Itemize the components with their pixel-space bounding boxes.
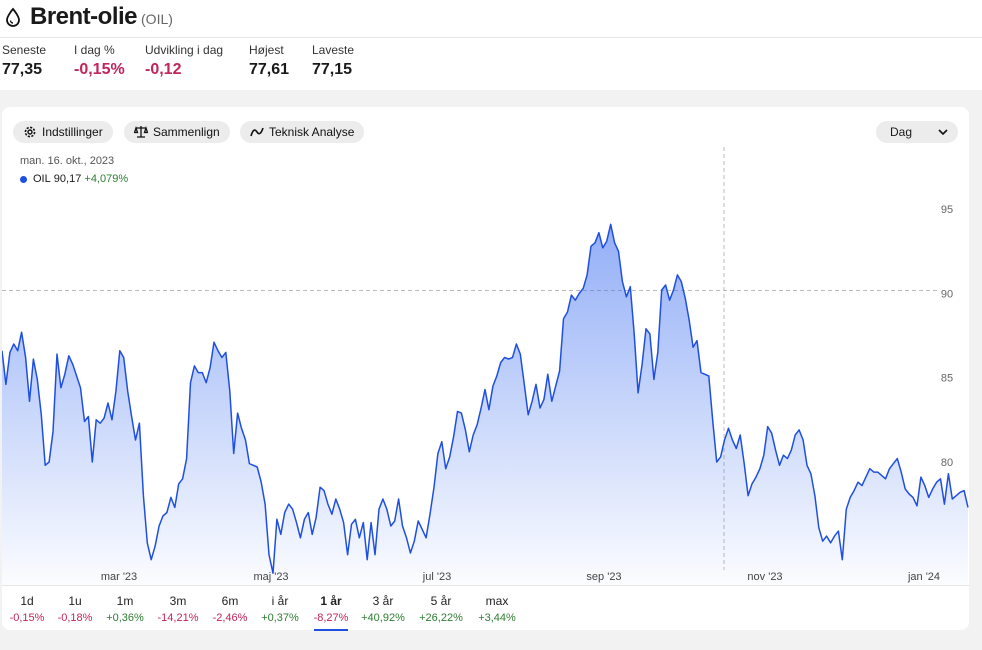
x-tick-label: jan '24 — [907, 571, 940, 583]
x-tick-label: sep '23 — [586, 571, 621, 583]
range-change: +3,44% — [478, 612, 516, 624]
stat-value: -0,15% — [74, 61, 125, 78]
technical-analysis-button[interactable]: Teknisk Analyse — [240, 121, 365, 143]
y-tick-label: 90 — [941, 288, 953, 300]
chart-card: Indstillinger Sammenlign Teknisk Analyse… — [2, 107, 969, 631]
x-tick-label: mar '23 — [101, 571, 137, 583]
range-change: -14,21% — [157, 612, 199, 624]
range-label: 5 år — [430, 594, 452, 608]
instrument-header: Brent-olie (OIL) Seneste 77,35 I dag % -… — [0, 0, 982, 90]
stat-value: 77,35 — [2, 61, 43, 78]
x-tick-label: maj '23 — [253, 571, 288, 583]
range-label: 1u — [68, 594, 82, 608]
stat-value: 77,61 — [249, 61, 290, 78]
y-tick-label: 95 — [941, 204, 953, 216]
range-label: 1d — [20, 594, 34, 608]
ticker-symbol: (OIL) — [141, 11, 173, 27]
range-i-år[interactable]: i år +0,37% — [255, 594, 305, 624]
interval-label: Dag — [890, 125, 913, 139]
range-change: +40,92% — [361, 612, 405, 624]
range-change: +26,22% — [419, 612, 463, 624]
chevron-down-icon — [938, 129, 948, 135]
hover-series-name: OIL — [33, 173, 51, 185]
trend-icon — [250, 127, 264, 137]
price-area — [2, 224, 968, 585]
range-max[interactable]: max +3,44% — [472, 594, 522, 624]
title-row: Brent-olie (OIL) — [4, 2, 173, 32]
y-tick-label: 85 — [941, 373, 953, 385]
range-label: 3 år — [372, 594, 394, 608]
hover-value: 90,17 — [53, 173, 82, 185]
range-label: 3m — [169, 594, 187, 608]
compare-label: Sammenlign — [153, 125, 220, 139]
stat-label: Højest — [249, 43, 284, 57]
range-change: +0,37% — [261, 612, 299, 624]
header-divider — [0, 37, 982, 38]
range-label: 1 år — [320, 594, 342, 608]
stat-latest: Seneste 77,35 — [2, 43, 46, 79]
oil-drop-icon — [6, 7, 20, 27]
hover-date: man. 16. okt., 2023 — [20, 155, 115, 167]
stat-label: Seneste — [2, 43, 47, 57]
range-5-år[interactable]: 5 år +26,22% — [416, 594, 466, 624]
range-1d[interactable]: 1d -0,15% — [2, 594, 52, 624]
compare-button[interactable]: Sammenlign — [124, 121, 230, 143]
range-label: 1m — [116, 594, 134, 608]
interval-select[interactable]: Dag — [876, 121, 958, 143]
technical-analysis-label: Teknisk Analyse — [269, 125, 355, 139]
scale-icon — [134, 125, 148, 138]
range-change: -0,18% — [57, 612, 93, 624]
range-label: max — [485, 594, 509, 608]
range-1m[interactable]: 1m +0,36% — [100, 594, 150, 624]
stat-today-change: Udvikling i dag -0,12 — [145, 43, 223, 79]
range-change: -2,46% — [212, 612, 248, 624]
hover-change: +4,079% — [84, 173, 129, 185]
range-6m[interactable]: 6m -2,46% — [205, 594, 255, 624]
page-title: Brent-olie — [30, 3, 138, 30]
stat-label: Udvikling i dag — [145, 43, 224, 57]
gear-icon — [24, 126, 36, 138]
range-3m[interactable]: 3m -14,21% — [153, 594, 203, 624]
range-1u[interactable]: 1u -0,18% — [50, 594, 100, 624]
stat-today-percent: I dag % -0,15% — [74, 43, 125, 79]
settings-label: Indstillinger — [42, 125, 103, 139]
stat-value: 77,15 — [312, 61, 353, 78]
range-3-år[interactable]: 3 år +40,92% — [358, 594, 408, 624]
series-dot — [20, 175, 27, 183]
settings-button[interactable]: Indstillinger — [13, 121, 113, 143]
stat-value: -0,12 — [145, 61, 182, 78]
range-label: i år — [271, 594, 289, 608]
range-change: +0,36% — [106, 612, 144, 624]
range-change: -8,27% — [313, 612, 349, 624]
price-chart[interactable]: 80 85 90 95 mar '23 maj '23 jul '23 sep '23 nov … — [2, 107, 969, 585]
stat-low: Laveste 77,15 — [312, 43, 354, 79]
x-tick-label: jul '23 — [422, 571, 451, 583]
range-selector: 1d -0,15% 1u -0,18% 1m +0,36% 3m -14,21% 6m -2,46… — [2, 585, 969, 631]
y-tick-label: 80 — [941, 457, 953, 469]
stat-label: Laveste — [312, 43, 355, 57]
x-tick-label: nov '23 — [747, 571, 782, 583]
hover-series-readout: OIL 90,17 +4,079% — [20, 173, 128, 185]
range-change: -0,15% — [9, 612, 45, 624]
range-1-år[interactable]: 1 år -8,27% — [306, 594, 356, 631]
price-line — [2, 223, 969, 574]
stat-high: Højest 77,61 — [249, 43, 289, 79]
stat-label: I dag % — [74, 43, 115, 57]
range-label: 6m — [221, 594, 239, 608]
